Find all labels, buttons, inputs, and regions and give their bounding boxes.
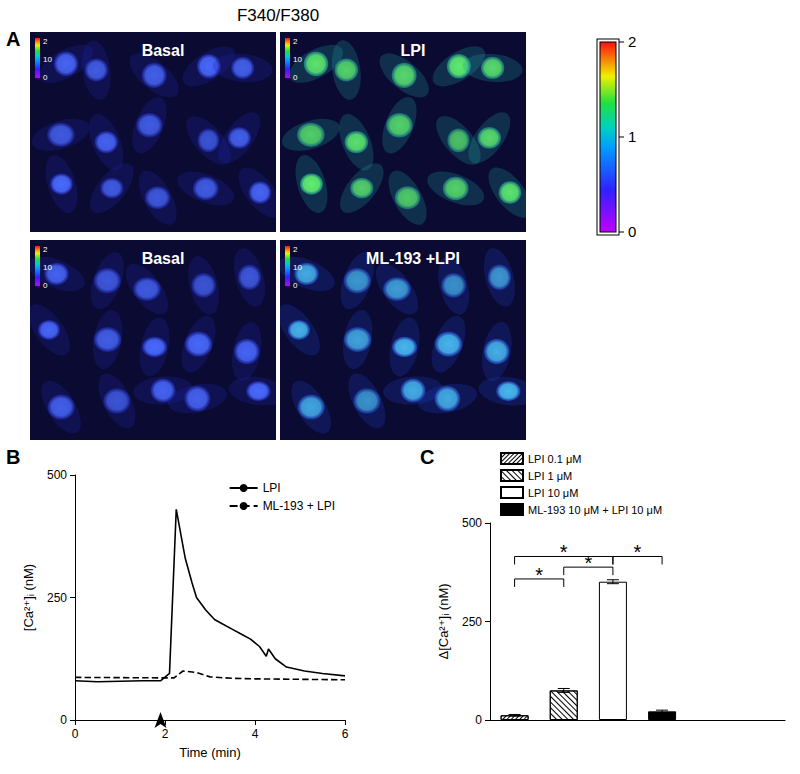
svg-text:Basal: Basal xyxy=(142,42,185,59)
svg-text:10: 10 xyxy=(43,55,52,64)
svg-text:C: C xyxy=(420,446,434,468)
svg-text:[Ca²⁺]ᵢ (nM): [Ca²⁺]ᵢ (nM) xyxy=(21,564,36,631)
svg-text:0: 0 xyxy=(475,713,482,727)
svg-text:0: 0 xyxy=(43,73,48,82)
svg-text:10: 10 xyxy=(293,55,302,64)
svg-text:*: * xyxy=(535,564,543,586)
svg-text:2: 2 xyxy=(628,33,636,50)
svg-text:Basal: Basal xyxy=(142,250,185,267)
svg-text:1: 1 xyxy=(628,128,636,145)
svg-text:LPI 0.1 μM: LPI 0.1 μM xyxy=(528,453,581,465)
svg-text:LPI 10 μM: LPI 10 μM xyxy=(528,487,578,499)
svg-text:4: 4 xyxy=(252,727,259,741)
svg-text:*: * xyxy=(560,541,568,563)
svg-text:*: * xyxy=(584,552,592,574)
svg-text:500: 500 xyxy=(462,516,482,530)
svg-text:F340/F380: F340/F380 xyxy=(237,6,319,25)
svg-text:500: 500 xyxy=(47,468,67,482)
svg-text:ML-193 +LPI: ML-193 +LPI xyxy=(366,250,460,267)
svg-text:0: 0 xyxy=(628,223,636,240)
svg-text:0: 0 xyxy=(293,281,298,290)
svg-text:2: 2 xyxy=(43,245,48,254)
svg-text:250: 250 xyxy=(462,615,482,629)
svg-text:Time (min): Time (min) xyxy=(179,745,241,760)
svg-text:A: A xyxy=(6,28,20,50)
svg-text:0: 0 xyxy=(72,727,79,741)
svg-text:2: 2 xyxy=(293,245,298,254)
svg-text:6: 6 xyxy=(342,727,349,741)
svg-text:LPI 1 μM: LPI 1 μM xyxy=(528,470,572,482)
svg-text:250: 250 xyxy=(47,591,67,605)
svg-text:Δ[Ca²⁺]ᵢ (nM): Δ[Ca²⁺]ᵢ (nM) xyxy=(436,583,451,659)
svg-text:0: 0 xyxy=(60,713,67,727)
svg-text:LPI: LPI xyxy=(263,481,281,495)
svg-text:ML-193 + LPI: ML-193 + LPI xyxy=(263,499,335,513)
svg-text:2: 2 xyxy=(43,37,48,46)
svg-text:B: B xyxy=(6,446,20,468)
svg-text:10: 10 xyxy=(293,263,302,272)
svg-text:2: 2 xyxy=(162,727,169,741)
svg-text:LPI: LPI xyxy=(401,42,426,59)
svg-text:*: * xyxy=(634,541,642,563)
svg-text:ML-193 10 μM + LPI 10 μM: ML-193 10 μM + LPI 10 μM xyxy=(528,504,662,516)
svg-text:2: 2 xyxy=(293,37,298,46)
svg-text:0: 0 xyxy=(293,73,298,82)
svg-text:10: 10 xyxy=(43,263,52,272)
svg-text:0: 0 xyxy=(43,281,48,290)
